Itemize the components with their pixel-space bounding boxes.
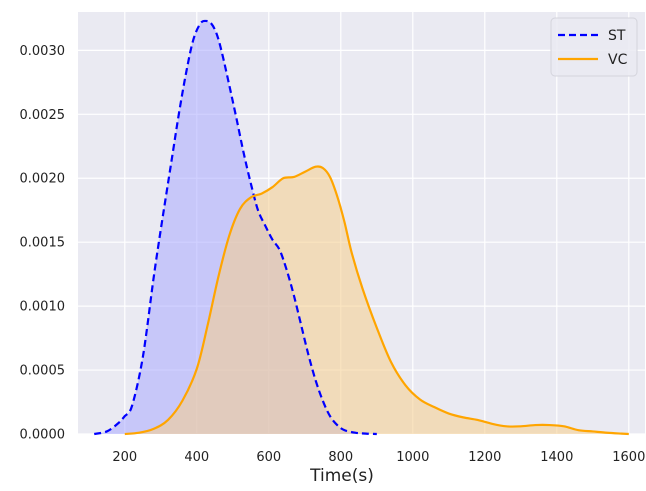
x-tick-label: 1600 — [612, 450, 645, 465]
y-tick-label: 0.0005 — [20, 364, 66, 379]
y-tick-label: 0.0020 — [20, 172, 66, 187]
legend-label-vc: VC — [608, 52, 628, 68]
y-tick-label: 0.0000 — [20, 428, 66, 443]
density-lines — [93, 19, 629, 436]
x-axis-ticks: 200 400 600 800 1000 1200 1400 1600 — [112, 450, 645, 465]
y-tick-label: 0.0015 — [20, 236, 66, 251]
x-tick-label: 800 — [328, 450, 353, 465]
x-tick-label: 600 — [256, 450, 281, 465]
series-fill-vc — [124, 166, 629, 434]
x-tick-label: 200 — [112, 450, 137, 465]
density-fills — [94, 20, 629, 434]
x-tick-label: 1400 — [540, 450, 573, 465]
series-line-vc — [124, 165, 629, 436]
legend: ST VC — [550, 17, 638, 77]
y-tick-label: 0.0025 — [20, 108, 66, 123]
x-tick-label: 1200 — [468, 450, 501, 465]
y-tick-label: 0.0030 — [20, 44, 66, 59]
x-axis-label: Time(s) — [309, 466, 374, 486]
y-axis-ticks: 0.0000 0.0005 0.0010 0.0015 0.0020 0.0025 0.00… — [20, 44, 66, 443]
legend-box — [550, 17, 638, 77]
x-tick-label: 1000 — [396, 450, 429, 465]
y-tick-label: 0.0010 — [20, 300, 66, 315]
series-line-st — [93, 19, 377, 436]
x-tick-label: 400 — [184, 450, 209, 465]
legend-label-st: ST — [608, 28, 626, 44]
